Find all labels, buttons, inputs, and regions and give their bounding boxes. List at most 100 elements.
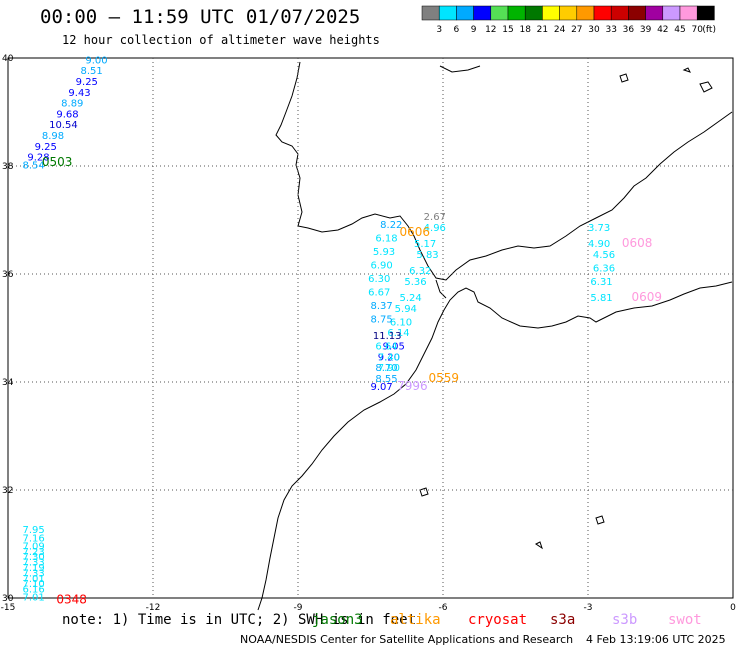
swh-value-label: 9.00: [85, 55, 107, 66]
island-small-2: [682, 67, 691, 73]
swh-value-label: 8.75: [371, 315, 393, 326]
satellite-legend-s3b: s3b: [612, 612, 638, 628]
swh-value-label: 6.67: [368, 288, 390, 299]
swh-value-label: 7.10: [23, 579, 45, 590]
colorbar-unit: (ft): [702, 25, 716, 35]
pass-time-label: 0609: [632, 290, 663, 304]
track-0608: 3.73 4.904.56 6.36 6.31 5.81 0608: [588, 223, 652, 304]
lon-tick-label: -12: [146, 603, 161, 613]
colorbar-tick-label: 9: [471, 25, 477, 35]
swh-value-label: 4.56: [593, 250, 615, 261]
lon-tick-label: -3: [584, 603, 593, 613]
colorbar-tick-label: 70: [691, 25, 703, 35]
swh-value-label: 4.96: [424, 223, 446, 234]
swh-value-label: 8.70: [375, 363, 397, 374]
island-canary-3: [535, 541, 543, 550]
coast-morocco-algeria: [257, 281, 733, 611]
track-0609: 0609: [632, 290, 663, 304]
swh-value-label: 9.07: [371, 382, 393, 393]
swh-value-label: 8.55: [375, 374, 397, 385]
colorbar-tick-label: 42: [657, 25, 668, 35]
lon-tick-label: -9: [294, 603, 303, 613]
swh-value-label: 2.67: [424, 212, 446, 223]
pass-time-label: 0503: [42, 155, 73, 169]
swh-value-label: 7.95: [23, 525, 45, 536]
swh-value-label: 9.25: [35, 142, 57, 153]
pass-time-label: 0608: [622, 236, 653, 250]
swh-value-label: 7.30: [23, 552, 45, 563]
swh-value-label: 6.36: [593, 263, 615, 274]
lon-tick-label: -15: [1, 603, 16, 613]
coast-gibraltar-tip: [435, 279, 447, 299]
swh-value-label: 8.51: [81, 66, 103, 77]
swh-value-label: 11.13: [373, 331, 402, 342]
swh-value-label: 7.16: [23, 533, 45, 544]
track-0559: 8.22 6.18 5.93 6.90 6.30 6.67 8.37 8.75 11.136.6…: [368, 220, 459, 393]
swh-value-label: 5.24: [400, 293, 422, 304]
swh-value-label: 9.28: [27, 153, 49, 164]
colorbar-tick-label: 27: [571, 25, 582, 35]
coast-spain-north-stub: [439, 65, 481, 73]
colorbar-tick-label: 6: [454, 25, 460, 35]
island-small-1: [619, 73, 629, 83]
swh-value-label: 5.93: [373, 247, 395, 258]
swh-value-label: 5.17: [414, 239, 436, 250]
swh-value-label: 6.64: [375, 342, 397, 353]
swh-value-label: 7.40: [378, 352, 400, 363]
lat-tick-label: 30: [2, 594, 14, 604]
footnote: note: 1) Time is in UTC; 2) SWH is in fe…: [62, 612, 417, 628]
swh-value-label: 5.36: [404, 277, 426, 288]
axis-tick-labels: 40 38 36 34 32 30-15 -12 -9 -6 -3 0: [1, 54, 736, 613]
satellite-legend-s3a: s3a: [550, 612, 576, 628]
swh-value-label: 9.20: [378, 352, 400, 363]
track-0503: 9.008.519.259.438.899.6810.548.989.259.2…: [23, 55, 108, 171]
colorbar-legend: 3 6 9 12 15 18 21 24 27 30 33 36 39 42 45 70 (ft): [421, 5, 716, 35]
lon-tick-label: 0: [730, 603, 736, 613]
track-0348: 7.957.167.097.237.307.337.197.337.017.10…: [23, 525, 87, 606]
colorbar-tick-label: 33: [605, 25, 616, 35]
island-canary-2: [419, 487, 429, 497]
swh-value-label: 9.68: [56, 109, 78, 120]
colorbar-tick-label: 39: [640, 25, 652, 35]
lat-tick-label: 36: [2, 270, 14, 280]
swh-value-label: 8.22: [380, 220, 402, 231]
swh-value-label: 5.94: [395, 304, 417, 315]
page-subtitle: 12 hour collection of altimeter wave hei…: [62, 33, 380, 47]
lat-tick-label: 32: [2, 486, 13, 496]
swh-value-label: 5.83: [416, 250, 438, 261]
satellite-legend-jason3: jason3: [312, 612, 363, 628]
coast-portugal-spain-west: [275, 61, 733, 281]
page-title: 00:00 – 11:59 UTC 01/07/2025: [40, 6, 361, 28]
lon-tick-label: -6: [439, 603, 448, 613]
swh-value-label: 10.54: [49, 120, 78, 131]
colorbar-tick-label: 45: [674, 25, 685, 35]
track-7996: 7996: [397, 379, 428, 393]
swh-value-label: 6.18: [375, 234, 397, 245]
colorbar-tick-label: 15: [502, 25, 513, 35]
lat-lon-grid: [7, 57, 734, 599]
swh-value-label: 6.10: [390, 317, 412, 328]
colorbar-tick-label: 3: [436, 25, 442, 35]
swh-value-label: 9.25: [76, 77, 98, 88]
island-balearic: [699, 81, 713, 93]
swh-value-label: 9.05: [383, 342, 405, 353]
satellite-legend-cryosat: cryosat: [468, 612, 528, 628]
lat-tick-label: 34: [2, 378, 14, 388]
satellite-legend-altika: altika: [390, 612, 441, 628]
swh-value-label: 6.32: [409, 266, 431, 277]
lat-tick-label: 38: [2, 162, 14, 172]
credit-line: NOAA/NESDIS Center for Satellite Applica…: [240, 633, 574, 646]
pass-time-label: 7996: [397, 379, 428, 393]
pass-time-label: 0606: [400, 225, 431, 239]
colorbar-tick-label: 36: [623, 25, 635, 35]
swh-value-label: 7.01: [23, 574, 45, 585]
swh-value-label: 7.23: [23, 547, 45, 558]
pass-time-label: 0348: [56, 592, 87, 606]
satellite-legend-swot: swot: [668, 612, 702, 628]
colorbar-tick-label: 24: [554, 25, 566, 35]
swh-value-label: 3.73: [588, 223, 610, 234]
swh-value-label: 6.31: [590, 277, 612, 288]
swh-value-label: 6.16: [23, 585, 45, 596]
